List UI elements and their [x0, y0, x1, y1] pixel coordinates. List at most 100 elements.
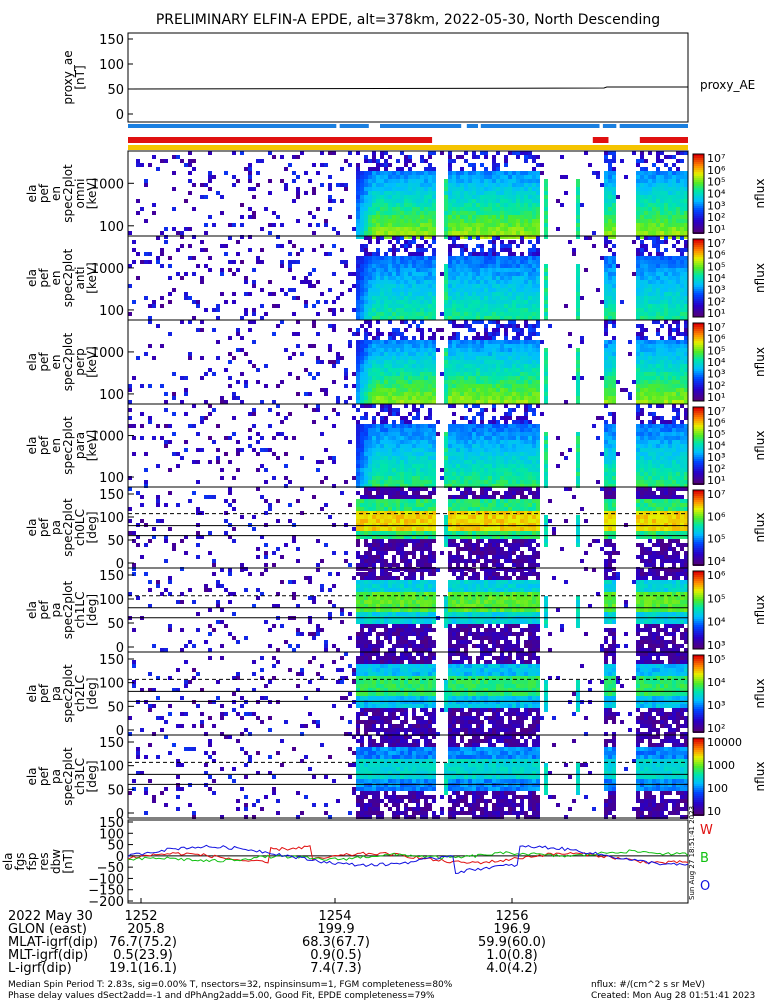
- spectrogram-cell: [464, 400, 468, 404]
- spectrogram-cell: [368, 300, 372, 304]
- spectrogram-cell: [648, 352, 652, 356]
- spectrogram-cell: [208, 368, 212, 372]
- spectrogram-cell: [528, 336, 532, 340]
- spectrogram-cell: [476, 440, 480, 444]
- spectrogram-cell: [480, 384, 484, 388]
- y-tick-label: 1000: [91, 346, 124, 361]
- spectrogram-cell: [428, 424, 432, 428]
- spectrogram-cell: [352, 384, 356, 388]
- spectrogram-cell: [480, 472, 484, 476]
- spectrogram-cell: [284, 348, 288, 352]
- spectrogram-cell: [212, 372, 216, 376]
- spectrogram-cell: [604, 256, 608, 260]
- spectrogram-cell: [432, 356, 436, 360]
- spectrogram-cell: [360, 484, 364, 488]
- spectrogram-cell: [392, 211, 396, 215]
- spectrogram-cell: [532, 360, 536, 364]
- spectrogram-cell: [384, 252, 388, 256]
- y-axis-label: ela: [25, 184, 39, 202]
- spectrogram-cell: [492, 288, 496, 292]
- spectrogram-cell: [532, 280, 536, 284]
- spectrogram-cell: [464, 264, 468, 268]
- spectrogram-cell: [384, 400, 388, 404]
- spectrogram-cell: [576, 284, 580, 288]
- spectrogram-cell: [668, 191, 672, 195]
- spectrogram-cell: [148, 252, 152, 256]
- spectrogram-cell: [664, 183, 668, 187]
- spectrogram-cell: [676, 380, 680, 384]
- spectrogram-cell: [496, 308, 500, 312]
- spectrogram-cell: [644, 211, 648, 215]
- spectrogram-cell: [400, 207, 404, 211]
- spectrogram-cell: [504, 155, 508, 159]
- spectrogram-cell: [336, 296, 340, 300]
- spectrogram-cell: [388, 352, 392, 356]
- spectrogram-cell: [424, 376, 428, 380]
- spectrogram-cell: [368, 356, 372, 360]
- colorbar-segment: [693, 387, 704, 389]
- spectrogram-cell: [480, 151, 484, 155]
- spectrogram-cell: [640, 264, 644, 268]
- spectrogram-cell: [360, 380, 364, 384]
- spectrogram-cell: [492, 472, 496, 476]
- spectrogram-cell: [188, 159, 192, 163]
- spectrogram-cell: [392, 432, 396, 436]
- spectrogram-cell: [228, 236, 232, 240]
- spectrogram-cell: [660, 336, 664, 340]
- spectrogram-cell: [488, 284, 492, 288]
- spectrogram-cell: [484, 444, 488, 448]
- spectrogram-cell: [128, 284, 132, 288]
- spectrogram-cell: [364, 296, 368, 300]
- spectrogram-cell: [536, 272, 540, 276]
- spectrogram-cell: [144, 468, 148, 472]
- spectrogram-cell: [388, 175, 392, 179]
- spectrogram-cell: [368, 296, 372, 300]
- spectrogram-cell: [372, 372, 376, 376]
- spectrogram-cell: [176, 155, 180, 159]
- spectrogram-cell: [460, 368, 464, 372]
- spectrogram-cell: [460, 432, 464, 436]
- colorbar-segment: [693, 200, 704, 202]
- spectrogram-cell: [524, 324, 528, 328]
- spectrogram-cell: [644, 207, 648, 211]
- spectrogram-cell: [484, 167, 488, 171]
- spectrogram-cell: [644, 223, 648, 227]
- spectrogram-cell: [640, 300, 644, 304]
- spectrogram-cell: [456, 368, 460, 372]
- spectrogram-cell: [488, 424, 492, 428]
- spectrogram-cell: [516, 352, 520, 356]
- spectrogram-cell: [416, 191, 420, 195]
- spectrogram-cell: [384, 199, 388, 203]
- spectrogram-cell: [652, 264, 656, 268]
- spectrogram-cell: [312, 344, 316, 348]
- spectrogram-cell: [476, 223, 480, 227]
- spectrogram-cell: [228, 360, 232, 364]
- spectrogram-cell: [520, 296, 524, 300]
- spectrogram-cell: [412, 372, 416, 376]
- spectrogram-cell: [484, 219, 488, 223]
- spectrogram-cell: [400, 264, 404, 268]
- spectrogram-cell: [432, 468, 436, 472]
- spectrogram-cell: [412, 356, 416, 360]
- spectrogram-cell: [608, 284, 612, 288]
- spectrogram-cell: [608, 384, 612, 388]
- spectrogram-cell: [500, 280, 504, 284]
- spectrogram-cell: [308, 344, 312, 348]
- spectrogram-cell: [412, 280, 416, 284]
- spectrogram-cell: [420, 252, 424, 256]
- spectrogram-cell: [604, 159, 608, 163]
- spectrogram-cell: [488, 380, 492, 384]
- spectrogram-cell: [248, 215, 252, 219]
- spectrogram-cell: [424, 268, 428, 272]
- spectrogram-cell: [612, 223, 616, 227]
- spectrogram-cell: [664, 376, 668, 380]
- spectrogram-cell: [636, 284, 640, 288]
- spectrogram-cell: [352, 372, 356, 376]
- spectrogram-cell: [672, 183, 676, 187]
- spectrogram-cell: [480, 248, 484, 252]
- spectrogram-cell: [464, 203, 468, 207]
- spectrogram-cell: [380, 272, 384, 276]
- spectrogram-cell: [448, 476, 452, 480]
- spectrogram-cell: [520, 288, 524, 292]
- spectrogram-cell: [508, 195, 512, 199]
